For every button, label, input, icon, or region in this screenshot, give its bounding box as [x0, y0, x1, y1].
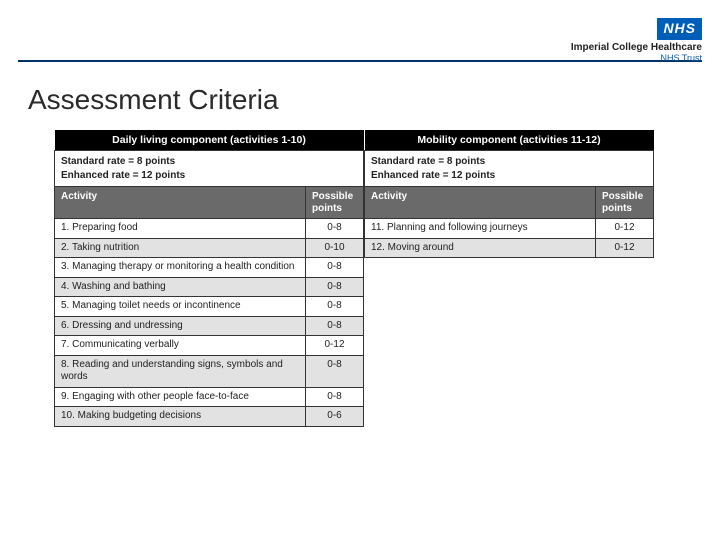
table-row: 7. Communicating verbally0-12 — [55, 336, 364, 356]
activity-points: 0-8 — [306, 316, 364, 336]
activity-points: 0-8 — [306, 297, 364, 317]
activity-label: 2. Taking nutrition — [55, 238, 306, 258]
activity-label: 1. Preparing food — [55, 219, 306, 239]
activity-points: 0-10 — [306, 238, 364, 258]
table-row: 3. Managing therapy or monitoring a heal… — [55, 258, 364, 278]
table-row: 11. Planning and following journeys0-12 — [365, 219, 654, 239]
left-rate-cell: Standard rate = 8 points Enhanced rate =… — [55, 151, 364, 187]
trust-name: Imperial College Healthcare NHS Trust — [571, 42, 702, 63]
table-row: 8. Reading and understanding signs, symb… — [55, 355, 364, 387]
activity-points: 0-12 — [596, 219, 654, 239]
activity-label: 6. Dressing and undressing — [55, 316, 306, 336]
trust-name-text: Imperial College Healthcare — [571, 42, 702, 53]
activity-label: 7. Communicating verbally — [55, 336, 306, 356]
activity-label: 12. Moving around — [365, 238, 596, 258]
activity-label: 10. Making budgeting decisions — [55, 407, 306, 427]
trust-sub-text: NHS Trust — [571, 53, 702, 63]
right-rate-2: Enhanced rate = 12 points — [371, 170, 495, 181]
activity-points: 0-8 — [306, 277, 364, 297]
activity-label: 11. Planning and following journeys — [365, 219, 596, 239]
right-component-header: Mobility component (activities 11-12) — [365, 130, 654, 151]
activity-points: 0-6 — [306, 407, 364, 427]
tables-container: Daily living component (activities 1-10)… — [0, 130, 720, 427]
activity-points: 0-8 — [306, 355, 364, 387]
left-col-points: Possible points — [306, 187, 364, 219]
nhs-badge: NHS — [657, 18, 702, 40]
table-row: 2. Taking nutrition0-10 — [55, 238, 364, 258]
activity-label: 8. Reading and understanding signs, symb… — [55, 355, 306, 387]
table-row: 5. Managing toilet needs or incontinence… — [55, 297, 364, 317]
mobility-table: Mobility component (activities 11-12) St… — [364, 130, 654, 258]
table-row: 12. Moving around0-12 — [365, 238, 654, 258]
left-rate-1: Standard rate = 8 points — [61, 156, 175, 167]
table-row: 1. Preparing food0-8 — [55, 219, 364, 239]
right-col-activity: Activity — [365, 187, 596, 219]
left-col-activity: Activity — [55, 187, 306, 219]
left-rate-2: Enhanced rate = 12 points — [61, 170, 185, 181]
activity-label: 9. Engaging with other people face-to-fa… — [55, 387, 306, 407]
left-component-header: Daily living component (activities 1-10) — [55, 130, 364, 151]
header: NHS Imperial College Healthcare NHS Trus… — [0, 0, 720, 60]
page-title: Assessment Criteria — [0, 62, 720, 130]
nhs-text: NHS — [663, 20, 696, 36]
activity-points: 0-8 — [306, 387, 364, 407]
daily-living-table: Daily living component (activities 1-10)… — [54, 130, 364, 427]
right-col-points: Possible points — [596, 187, 654, 219]
right-rate-1: Standard rate = 8 points — [371, 156, 485, 167]
activity-points: 0-12 — [306, 336, 364, 356]
activity-label: 5. Managing toilet needs or incontinence — [55, 297, 306, 317]
activity-points: 0-8 — [306, 219, 364, 239]
table-row: 4. Washing and bathing0-8 — [55, 277, 364, 297]
table-row: 9. Engaging with other people face-to-fa… — [55, 387, 364, 407]
activity-points: 0-8 — [306, 258, 364, 278]
table-row: 10. Making budgeting decisions0-6 — [55, 407, 364, 427]
trust-logo: NHS Imperial College Healthcare NHS Trus… — [571, 18, 702, 63]
right-rate-cell: Standard rate = 8 points Enhanced rate =… — [365, 151, 654, 187]
activity-points: 0-12 — [596, 238, 654, 258]
activity-label: 4. Washing and bathing — [55, 277, 306, 297]
table-row: 6. Dressing and undressing0-8 — [55, 316, 364, 336]
activity-label: 3. Managing therapy or monitoring a heal… — [55, 258, 306, 278]
